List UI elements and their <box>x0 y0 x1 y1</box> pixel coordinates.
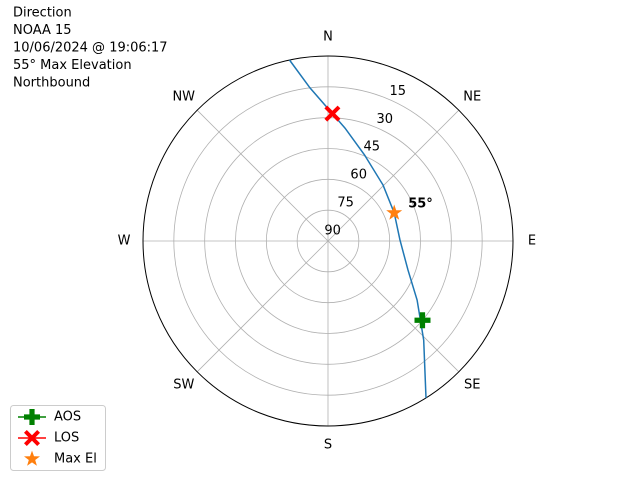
title-line: Direction <box>13 6 72 21</box>
x-tick-label: SW <box>173 378 194 393</box>
marker <box>324 105 341 122</box>
legend-marker <box>24 450 40 466</box>
legend-label: LOS <box>54 431 79 446</box>
plot-frame <box>142 55 514 427</box>
legend-label: AOS <box>54 410 81 425</box>
title-line: 55° Max Elevation <box>13 58 132 73</box>
value-label: 55° <box>408 196 433 211</box>
title-line: NOAA 15 <box>13 23 72 38</box>
track-line <box>288 59 427 398</box>
grid-ring <box>296 209 360 273</box>
x-tick-label: E <box>528 234 536 249</box>
x-tick-label: S <box>324 438 332 453</box>
marker <box>414 312 431 329</box>
title-line: 10/06/2024 @ 19:06:17 <box>13 41 168 56</box>
grid-ring <box>265 178 391 304</box>
x-tick-label: NW <box>172 89 195 104</box>
x-tick-label: N <box>323 30 333 45</box>
x-tick-label: NE <box>463 89 481 104</box>
grid-ring <box>235 148 421 334</box>
y-tick-label: 45 <box>363 140 380 155</box>
title-line: Northbound <box>13 76 90 91</box>
legend-marker <box>24 430 40 446</box>
grid-ring <box>173 86 483 396</box>
y-tick-label: 75 <box>337 196 354 211</box>
y-tick-label: 15 <box>390 84 407 99</box>
y-tick-label: 90 <box>324 224 341 239</box>
x-tick-label: SE <box>464 378 480 393</box>
marker <box>386 204 403 220</box>
x-tick-label: W <box>118 234 131 249</box>
y-tick-label: 60 <box>350 168 367 183</box>
y-tick-label: 30 <box>376 112 393 127</box>
legend-label: Max El <box>54 452 97 467</box>
legend-marker <box>24 409 40 425</box>
